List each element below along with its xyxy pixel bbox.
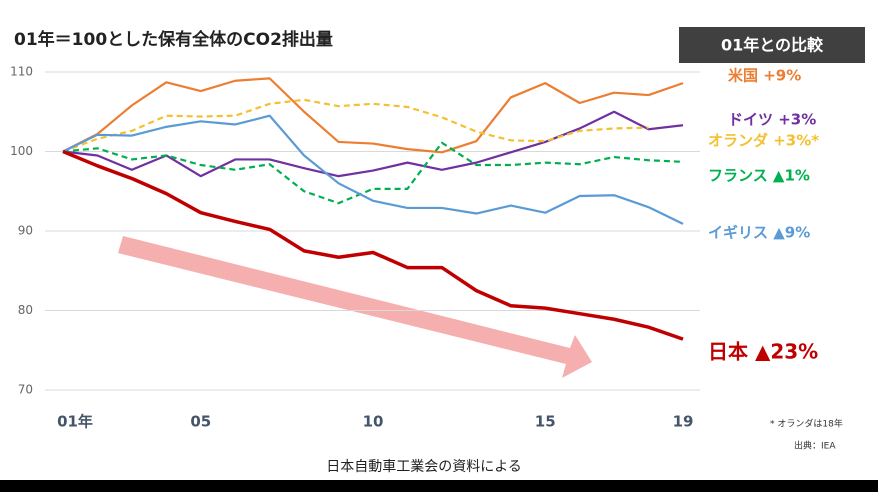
trend-arrow bbox=[118, 236, 592, 378]
note: * オランダは18年 bbox=[770, 418, 843, 430]
caption: 日本自動車工業会の資料による bbox=[326, 458, 522, 475]
legend-label: イギリス ▲9% bbox=[708, 224, 810, 242]
legend-label: 日本 ▲23% bbox=[708, 340, 818, 364]
legend-title: 01年との比較 bbox=[721, 36, 824, 55]
x-tick-label: 19 bbox=[673, 413, 694, 431]
y-tick-label: 110 bbox=[10, 65, 33, 79]
x-tick-label: 10 bbox=[363, 413, 384, 431]
x-tick-label: 15 bbox=[535, 413, 556, 431]
legend-label: ドイツ +3% bbox=[728, 111, 816, 129]
source: 出典：IEA bbox=[794, 440, 836, 452]
legend-label: フランス ▲1% bbox=[708, 167, 810, 185]
bottom-bar bbox=[0, 480, 878, 492]
x-tick-label: 05 bbox=[190, 413, 211, 431]
legend-title-box bbox=[679, 27, 865, 63]
chart-title: 01年＝100とした保有全体のCO2排出量 bbox=[14, 29, 333, 50]
y-tick-label: 100 bbox=[10, 144, 33, 158]
series-line bbox=[62, 77, 684, 154]
y-tick-label: 80 bbox=[18, 303, 33, 317]
series-line bbox=[62, 98, 649, 153]
x-tick-label: 01年 bbox=[57, 413, 93, 431]
legend-label: 米国 +9% bbox=[728, 67, 801, 85]
legend-label: オランダ +3%* bbox=[708, 132, 819, 150]
y-tick-label: 90 bbox=[18, 224, 33, 238]
series-line bbox=[62, 114, 684, 225]
y-tick-label: 70 bbox=[18, 383, 33, 397]
series-line bbox=[62, 141, 684, 205]
series-line bbox=[62, 149, 684, 341]
